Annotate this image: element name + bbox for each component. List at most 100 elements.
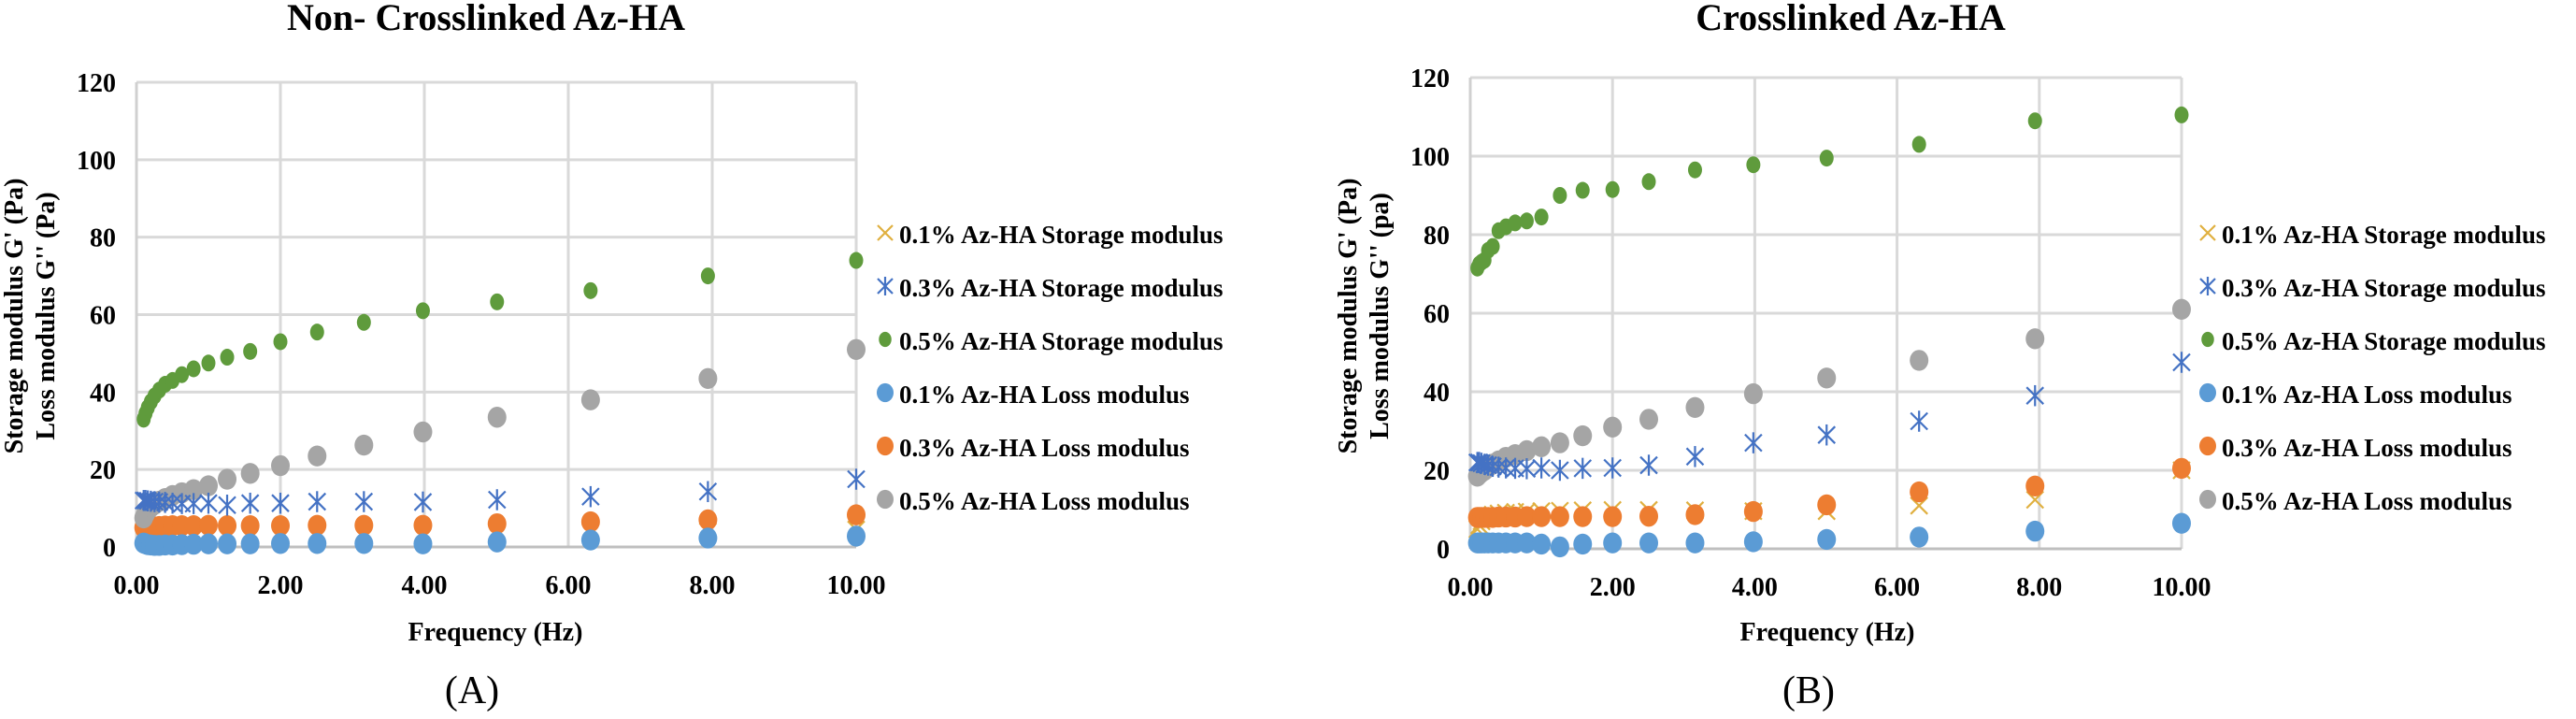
data-point [698,367,718,390]
data-point [1605,180,1620,198]
data-point [487,489,507,510]
data-point [271,454,290,477]
series-5 [1467,457,2191,528]
data-point [240,492,260,514]
data-point [490,293,505,310]
y-tick-label: 0 [1437,536,1450,565]
legend-item: 0.1% Az-HA Storage modulus [2199,221,2546,249]
data-point [273,333,288,351]
legend-marker-icon [877,224,894,241]
data-point [1639,505,1659,527]
series-2 [134,468,866,516]
data-point [220,349,235,367]
x-tick-label: 10.00 [2153,573,2211,602]
data-point [163,492,182,514]
x-tick-label: 2.00 [1590,573,1636,602]
x-tick-label: 8.00 [2016,573,2062,602]
y-axis-title-line-2: Loss modulus G'' (pa) [1366,193,1395,439]
data-point [1517,532,1537,554]
legend-label: 0.3% Az-HA Loss modulus [899,434,1190,462]
legend-item: 0.3% Az-HA Storage modulus [877,274,1224,302]
data-point [1517,506,1537,527]
data-point [700,267,715,285]
data-point [2172,512,2191,534]
data-point [1550,536,1569,558]
data-point [413,421,433,443]
data-point [354,434,374,456]
legend-item: 0.1% Az-HA Storage modulus [877,221,1224,249]
data-point [1639,532,1659,554]
data-point [1485,237,1500,255]
data-point [1519,212,1534,230]
data-point [849,252,864,269]
data-point [698,509,718,531]
legend-marker-icon [2199,277,2216,295]
legend: 0.1% Az-HA Storage modulus 0.3% Az-HA Sto… [2199,221,2546,515]
data-point [1910,410,1928,432]
data-points [1467,106,2191,558]
data-point [847,468,866,490]
data-point [1746,156,1761,174]
y-axis-title-line-2: Loss modulus G'' (Pa) [32,192,61,439]
x-tick-label: 0.00 [114,571,160,600]
data-point [1817,367,1837,389]
y-tick-labels: 0 20 40 60 80 100 120 [1410,65,1450,565]
data-point [1496,457,1515,479]
legend-label: 0.3% Az-HA Storage modulus [2222,274,2546,302]
data-point [1910,526,1929,548]
data-point [1687,161,1702,179]
data-point [1517,439,1537,462]
data-point [1532,436,1552,457]
data-point [2025,384,2045,407]
data-point [413,514,433,537]
legend-item: 0.5% Az-HA Storage modulus [879,327,1224,355]
data-point [580,529,600,551]
y-tick-label: 100 [1410,143,1450,172]
data-point [2027,112,2042,130]
x-tick-label: 8.00 [690,571,736,600]
data-point [1685,532,1705,554]
data-point [1517,458,1537,480]
data-point [1817,494,1837,516]
legend-label: 0.5% Az-HA Loss modulus [899,487,1190,515]
data-point [1685,504,1705,525]
data-point [487,512,507,535]
data-point [1817,424,1837,446]
chart-title: Non- Crosslinked Az-HA [287,0,685,38]
data-point [1534,209,1549,226]
data-point [184,479,204,500]
data-point [184,533,204,555]
data-point [580,389,600,410]
legend-marker-icon [877,382,894,403]
legend-item: 0.3% Az-HA Storage modulus [2199,274,2546,302]
data-point [1467,452,1487,473]
data-point [271,515,290,537]
data-point [1817,528,1837,551]
data-point [581,485,600,508]
legend-item: 0.1% Az-HA Loss modulus [877,381,1190,409]
legend-label: 0.1% Az-HA Storage modulus [2222,221,2546,249]
legend-marker-icon [877,277,894,295]
y-tick-label: 40 [90,379,116,408]
data-point [1639,454,1658,476]
data-point [1743,531,1763,553]
legend-item: 0.5% Az-HA Loss modulus [877,487,1190,515]
data-point [240,515,260,537]
data-point [1910,350,1929,371]
legend-marker-icon [2201,331,2214,348]
x-tick-label: 2.00 [258,571,304,600]
data-point [1685,396,1705,418]
legend-item: 0.5% Az-HA Storage modulus [2201,327,2546,355]
data-point [1641,173,1656,191]
data-point [2025,520,2045,542]
data-point [1911,136,1926,153]
data-point [354,514,374,537]
chart-title: Crosslinked Az-HA [1696,0,2006,38]
x-tick-label: 4.00 [1732,573,1778,602]
data-point [1744,432,1763,453]
data-points [134,252,866,556]
legend-marker-icon [2199,224,2216,241]
data-point [218,533,237,554]
series-3 [136,252,864,428]
